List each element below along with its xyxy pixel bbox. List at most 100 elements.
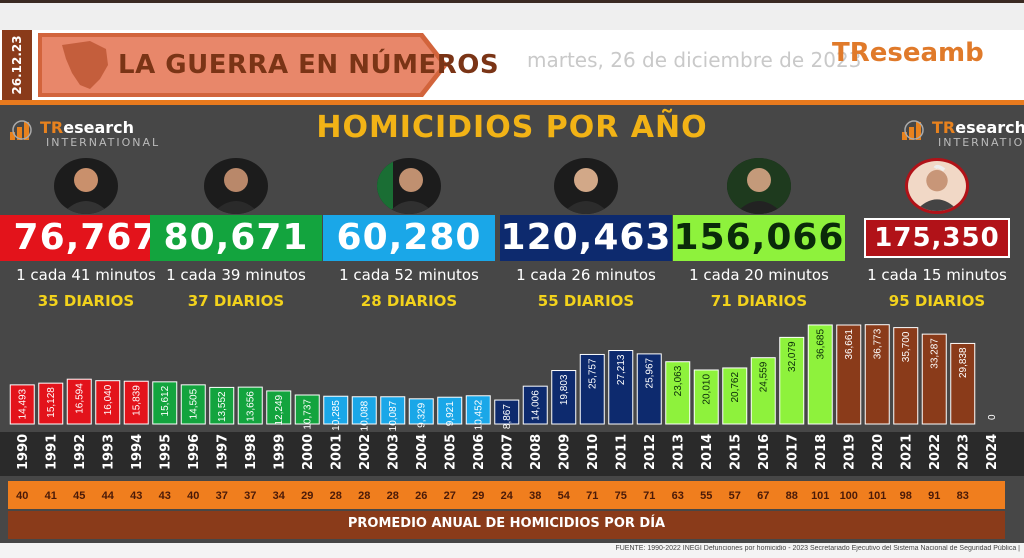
- president-daily: 95 DIARIOS: [888, 292, 986, 310]
- daily-average-strip: [8, 481, 1005, 509]
- brand-logo-top: TReseamb: [832, 38, 984, 68]
- year-axis-background: [0, 432, 1024, 476]
- year-tick-label: 2000: [301, 434, 316, 470]
- president-frequency: 1 cada 15 minutos: [867, 266, 1007, 284]
- bar-2009: [551, 370, 577, 425]
- bar-value-label: 36,661: [844, 329, 855, 360]
- orange-divider: [0, 100, 1024, 105]
- year-tick-label: 2008: [529, 434, 544, 470]
- president-calderon: 120,463 1 cada 26 minutos 55 DIARIOS: [500, 158, 672, 318]
- president-total: 80,671: [163, 217, 309, 258]
- year-tick-label: 2024: [985, 434, 1000, 470]
- president-frequency: 1 cada 20 minutos: [689, 266, 829, 284]
- daily-average-label: 45: [73, 490, 85, 502]
- daily-average-label: 83: [957, 490, 969, 502]
- president-daily: 37 DIARIOS: [187, 292, 285, 310]
- president-total-box: 80,671: [150, 215, 322, 261]
- daily-average-label: 29: [472, 490, 484, 502]
- bar-value-label: 25,757: [588, 358, 599, 389]
- chart-title: HOMICIDIOS POR AÑO: [316, 110, 708, 145]
- president-daily: 35 DIARIOS: [37, 292, 135, 310]
- year-tick-label: 2020: [871, 434, 886, 470]
- president-daily: 71 DIARIOS: [710, 292, 808, 310]
- bar-1999: [266, 390, 292, 425]
- president-total-box: 175,350: [864, 218, 1010, 258]
- bar-2020: [864, 324, 890, 425]
- bar-value-label: 15,128: [46, 387, 57, 418]
- year-tick-label: 2015: [728, 434, 743, 470]
- year-tick-label: 2006: [472, 434, 487, 470]
- president-frequency: 1 cada 52 minutos: [339, 266, 479, 284]
- bar-2006: [465, 395, 491, 425]
- bar-value-label: 16,040: [103, 384, 114, 415]
- president-portrait: [54, 158, 118, 214]
- bar-value-label: 33,287: [930, 338, 941, 369]
- year-tick-label: 2011: [614, 434, 629, 470]
- daily-average-label: 55: [700, 490, 712, 502]
- daily-average-label: 37: [244, 490, 256, 502]
- year-tick-label: 2009: [557, 434, 572, 470]
- bar-2005: [437, 396, 463, 425]
- bar-2015: [722, 367, 748, 425]
- daily-average-label: 57: [729, 490, 741, 502]
- president-total-box: 60,280: [323, 215, 495, 261]
- logo-sub: INTERNATIONAL: [938, 136, 1024, 149]
- daily-average-label: 28: [358, 490, 370, 502]
- year-tick-label: 2007: [500, 434, 515, 470]
- bar-value-label: 15,612: [160, 385, 171, 416]
- year-tick-label: 1997: [215, 434, 230, 470]
- bar-value-label: 32,079: [787, 341, 798, 372]
- bar-2001: [323, 395, 349, 425]
- year-tick-label: 2022: [928, 434, 943, 470]
- year-tick-label: 2003: [386, 434, 401, 470]
- bar-2011: [608, 350, 634, 425]
- president-total: 120,463: [500, 217, 672, 258]
- bar-1998: [237, 386, 263, 425]
- year-tick-label: 1996: [187, 434, 202, 470]
- bar-value-label: 19,803: [559, 374, 570, 405]
- daily-average-label: 100: [840, 490, 858, 502]
- banner-shape: [38, 33, 448, 97]
- year-tick-label: 1991: [44, 434, 59, 470]
- daily-average-label: 71: [586, 490, 598, 502]
- president-total: 60,280: [336, 217, 482, 258]
- president-total: 76,767: [13, 217, 159, 258]
- president-amlo: 175,350 1 cada 15 minutos 95 DIARIOS: [852, 158, 1022, 318]
- daily-average-label: 38: [529, 490, 541, 502]
- year-tick-label: 1994: [130, 434, 145, 470]
- bar-2022: [921, 333, 947, 425]
- bar-2000: [294, 394, 320, 425]
- bar-value-label: 20,010: [702, 374, 713, 405]
- year-tick-label: 2012: [643, 434, 658, 470]
- year-tick-label: 2014: [700, 434, 715, 470]
- logo-bars-icon: [902, 120, 924, 140]
- bar-value-label: 20,762: [730, 372, 741, 403]
- bar-value-label: 8,867: [502, 404, 513, 429]
- president-frequency: 1 cada 39 minutos: [166, 266, 306, 284]
- logo-name: TResearch: [932, 118, 1024, 137]
- bar-value-label: 36,773: [873, 328, 884, 359]
- president-portrait: [554, 158, 618, 214]
- year-tick-label: 2001: [329, 434, 344, 470]
- bar-2018: [807, 324, 833, 425]
- daily-average-label: 63: [672, 490, 684, 502]
- president-portrait: [377, 158, 441, 214]
- bar-value-label: 23,063: [673, 365, 684, 396]
- daily-average-label: 24: [501, 490, 514, 502]
- president-total: 156,066: [673, 217, 845, 258]
- bar-1990: [9, 384, 35, 425]
- logo-sub: INTERNATIONAL: [46, 136, 161, 149]
- president-total-box: 120,463: [500, 215, 672, 261]
- daily-average-label: 67: [757, 490, 769, 502]
- footer-bar: [8, 511, 1005, 539]
- banner-title: LA GUERRA EN NÚMEROS: [118, 50, 500, 80]
- year-tick-label: 2013: [671, 434, 686, 470]
- bar-value-label: 35,700: [901, 331, 912, 362]
- source-note: FUENTE: 1990-2022 INEGI Defunciones por …: [615, 545, 1020, 552]
- bar-2013: [665, 361, 691, 425]
- year-tick-label: 1995: [158, 434, 173, 470]
- bar-2023: [950, 342, 976, 425]
- daily-average-label: 43: [130, 490, 142, 502]
- president-portrait: [204, 158, 268, 214]
